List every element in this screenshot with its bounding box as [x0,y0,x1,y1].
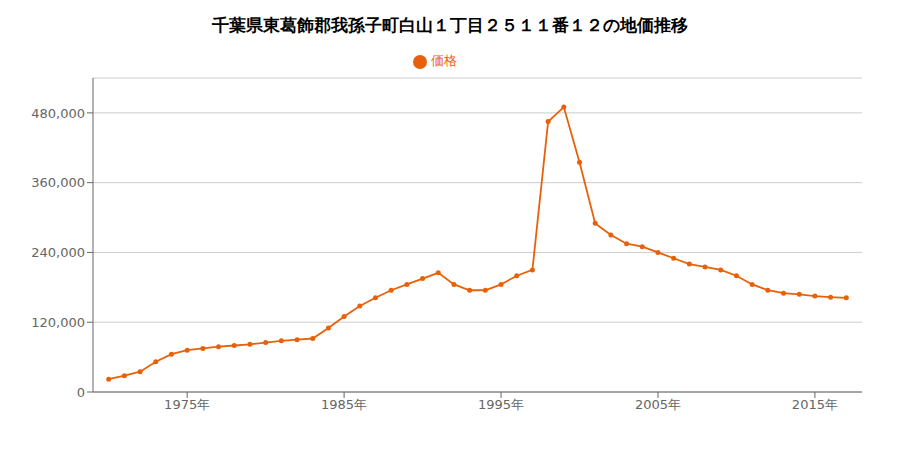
svg-text:0: 0 [77,385,85,400]
svg-text:2015年: 2015年 [792,397,838,412]
svg-text:360,000: 360,000 [31,175,85,190]
svg-text:1975年: 1975年 [164,397,210,412]
svg-text:2005年: 2005年 [635,397,681,412]
html-text:価格: 価格 [431,53,457,68]
svg-text:240,000: 240,000 [31,245,85,260]
svg-text:480,000: 480,000 [31,106,85,121]
svg-text:1995年: 1995年 [478,397,524,412]
svg-text:120,000: 120,000 [31,315,85,330]
html-text:千葉県東葛飾郡我孫子町白山１丁目２５１１番１２の地価推移: 千葉県東葛飾郡我孫子町白山１丁目２５１１番１２の地価推移 [212,15,688,35]
svg-text:1985年: 1985年 [321,397,367,412]
